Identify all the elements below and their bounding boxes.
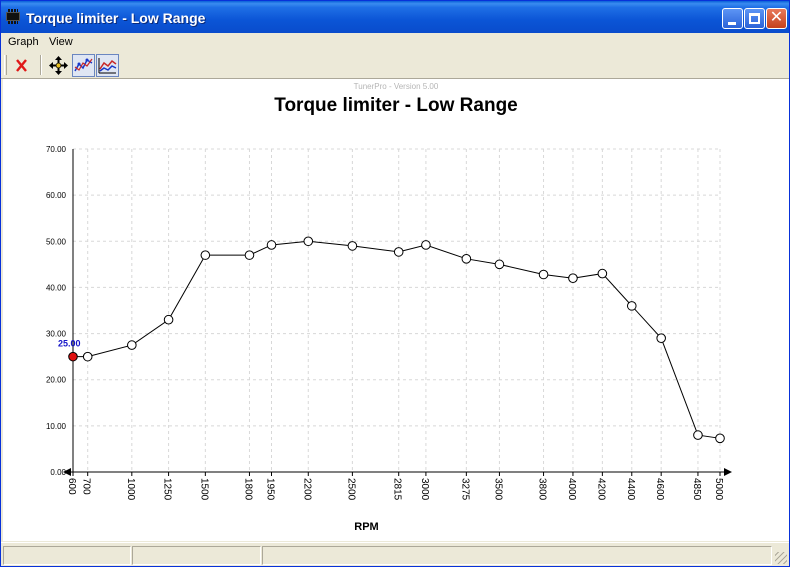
y-tick-label: 20.00 [46, 376, 67, 385]
resize-grip[interactable] [775, 552, 787, 564]
window-title: Torque limiter - Low Range [26, 10, 206, 26]
chart-title: Torque limiter - Low Range [274, 95, 518, 116]
maximize-icon [749, 13, 760, 24]
x-tick-label: 3000 [419, 478, 430, 501]
data-point[interactable] [266, 240, 277, 250]
x-tick-label: 2500 [345, 478, 356, 501]
toolbar [1, 52, 789, 79]
data-point[interactable] [597, 268, 608, 279]
x-tick-label: 700 [81, 478, 92, 495]
x-tick-label: 1950 [265, 478, 276, 501]
x-tick-label: 600 [66, 478, 77, 495]
data-point[interactable] [421, 240, 431, 250]
y-tick-label: 60.00 [46, 191, 67, 200]
status-bar [1, 542, 789, 566]
data-point[interactable] [127, 340, 137, 350]
data-point[interactable] [626, 301, 637, 311]
data-point[interactable] [303, 236, 314, 247]
x-tick-label: 4400 [625, 478, 636, 501]
x-tick-label: 2200 [301, 478, 312, 501]
data-point[interactable] [538, 269, 549, 280]
x-tick-label: 4000 [566, 478, 577, 501]
selected-value-label: 25.00 [58, 339, 81, 349]
line-chart[interactable]: 0.00 10.00 20.00 30.00 40.00 50.00 60.00 70.00 6… [3, 79, 789, 541]
series-line [73, 240, 721, 439]
data-point[interactable] [494, 259, 505, 270]
move-button[interactable] [47, 54, 70, 77]
data-point[interactable] [715, 433, 725, 444]
move-cross-icon [49, 56, 68, 75]
selected-data-point[interactable] [68, 351, 78, 362]
toolbar-grip[interactable] [4, 55, 7, 75]
version-label: TunerPro - Version 5.00 [353, 82, 439, 91]
minimize-button[interactable] [722, 8, 743, 29]
data-point[interactable] [461, 254, 472, 264]
x-tick-label: 1800 [242, 478, 253, 501]
x-axis-right-arrow [724, 468, 732, 476]
x-tick-label: 2815 [392, 478, 403, 501]
y-tick-label: 10.00 [46, 422, 67, 431]
menu-bar: Graph View [1, 33, 789, 52]
status-pane-1 [3, 546, 131, 565]
data-point[interactable] [347, 241, 358, 251]
toolbar-separator [40, 55, 42, 75]
close-x-icon [16, 59, 27, 72]
y-tick-label: 30.00 [46, 330, 67, 339]
menu-view[interactable]: View [49, 36, 73, 48]
x-axis-left-arrow [63, 468, 71, 476]
title-bar[interactable]: Torque limiter - Low Range ✕ [1, 1, 789, 33]
y-tick-label: 50.00 [46, 237, 67, 246]
line-graph-icon [74, 58, 93, 72]
data-point[interactable] [656, 333, 666, 343]
y-tick-label: 0.00 [50, 468, 66, 477]
data-point[interactable] [693, 430, 703, 440]
data-point[interactable] [568, 273, 578, 283]
menu-graph[interactable]: Graph [8, 36, 39, 48]
area-graph-button[interactable] [96, 54, 119, 77]
app-chip-icon[interactable] [6, 9, 20, 24]
data-point[interactable] [82, 351, 93, 362]
x-tick-label: 1250 [162, 478, 173, 501]
y-tick-label: 40.00 [46, 283, 67, 292]
y-tick-label: 70.00 [46, 145, 67, 154]
maximize-button[interactable] [744, 8, 765, 29]
close-icon: ✕ [769, 9, 784, 26]
x-tick-label: 4850 [691, 478, 702, 501]
x-tick-label: 4200 [595, 478, 606, 501]
data-point[interactable] [200, 250, 211, 260]
line-graph-button[interactable] [72, 54, 95, 77]
x-axis-label: RPM [354, 521, 378, 533]
x-tick-label: 3500 [492, 478, 503, 501]
minimize-icon [728, 22, 736, 25]
data-point[interactable] [244, 250, 255, 260]
x-tick-label: 4600 [654, 478, 665, 501]
data-point[interactable] [393, 247, 404, 257]
status-pane-2 [132, 546, 261, 565]
x-tick-label: 3275 [459, 478, 470, 501]
x-tick-label: 3800 [537, 478, 548, 501]
graph-area[interactable]: TunerPro - Version 5.00 Torque limiter -… [3, 79, 789, 541]
close-button[interactable]: ✕ [766, 8, 787, 29]
status-pane-3 [262, 546, 772, 565]
x-tick-label: 1000 [125, 478, 136, 501]
toolbar-close-button[interactable] [10, 54, 33, 77]
data-point[interactable] [163, 314, 174, 325]
x-tick-label: 1500 [198, 478, 209, 501]
x-tick-label: 5000 [713, 478, 724, 501]
area-graph-icon [98, 58, 117, 74]
